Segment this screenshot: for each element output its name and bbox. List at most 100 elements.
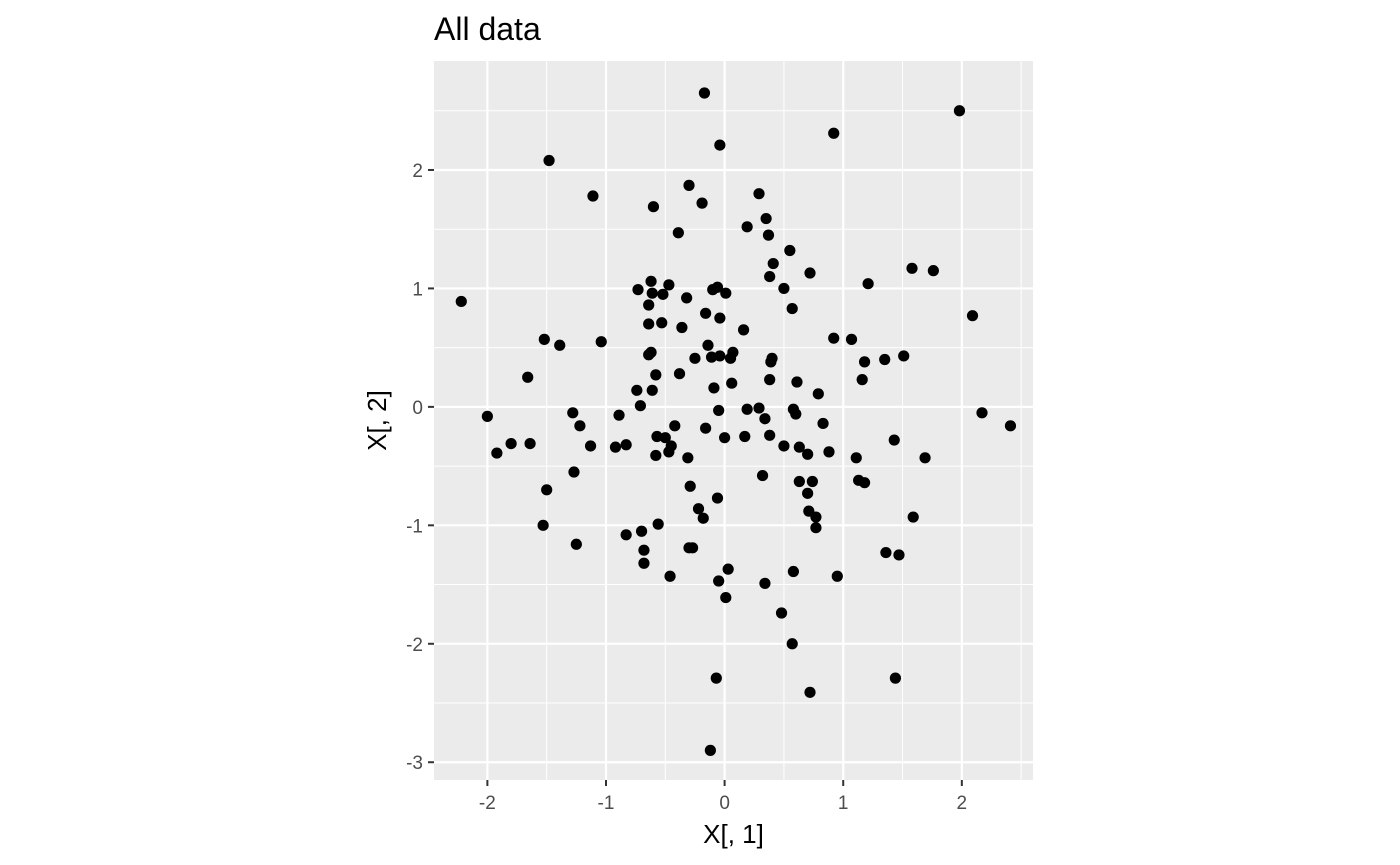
data-point	[543, 154, 555, 167]
data-point	[481, 410, 493, 422]
data-point	[574, 420, 586, 432]
data-point	[850, 452, 862, 464]
data-point	[697, 512, 709, 524]
data-point	[713, 575, 725, 587]
data-point	[907, 511, 919, 523]
data-point	[714, 139, 726, 151]
data-point	[976, 407, 988, 419]
data-point	[858, 356, 871, 368]
data-point	[650, 369, 662, 381]
data-point	[635, 525, 648, 537]
data-point	[554, 339, 566, 351]
data-point	[810, 511, 822, 523]
data-point	[613, 409, 625, 421]
chart-title: All data	[434, 11, 541, 47]
data-point	[595, 336, 607, 348]
data-point	[845, 333, 858, 345]
data-point	[682, 452, 694, 464]
data-point	[568, 466, 580, 478]
plot-panel	[434, 61, 1033, 780]
y-tick-label: 2	[412, 161, 423, 182]
data-point	[784, 244, 796, 257]
data-point	[765, 356, 777, 368]
data-point	[880, 546, 892, 559]
data-point	[767, 257, 779, 270]
x-tick-label: -2	[479, 793, 496, 814]
data-point	[739, 430, 751, 443]
data-point	[753, 402, 765, 414]
data-point	[764, 429, 776, 441]
data-point	[663, 279, 675, 291]
data-point	[711, 492, 724, 504]
data-point	[1004, 420, 1017, 432]
data-point	[722, 563, 734, 575]
y-tick-label: 0	[412, 398, 423, 419]
data-point	[790, 408, 802, 420]
data-point	[584, 440, 597, 452]
data-point	[647, 201, 660, 213]
data-point	[759, 413, 771, 425]
data-point	[927, 265, 939, 277]
data-point	[689, 352, 701, 364]
x-tick-label: -1	[598, 793, 615, 814]
data-point	[898, 350, 910, 362]
data-point	[570, 538, 582, 550]
data-point	[672, 227, 684, 239]
data-point	[620, 439, 632, 451]
data-point	[764, 374, 776, 386]
data-point	[659, 432, 671, 444]
data-point	[756, 469, 769, 482]
data-point	[704, 744, 716, 756]
data-point	[810, 522, 822, 534]
x-tick-label: 2	[957, 793, 968, 814]
data-point	[724, 352, 737, 364]
y-tick-label: 1	[412, 279, 423, 300]
data-point	[686, 542, 699, 554]
data-point	[710, 672, 722, 684]
y-tick-label: -3	[406, 753, 423, 774]
data-point	[720, 287, 732, 299]
data-point	[663, 446, 675, 458]
data-point	[806, 475, 818, 488]
data-point	[741, 403, 753, 415]
data-point	[764, 270, 776, 283]
x-tick-label: 0	[719, 793, 730, 814]
data-point	[609, 441, 622, 453]
data-point	[684, 480, 696, 492]
data-point	[760, 212, 772, 225]
data-point	[700, 307, 712, 319]
data-point	[537, 519, 549, 531]
data-point	[966, 310, 979, 322]
data-point	[879, 353, 891, 366]
data-point	[700, 422, 712, 434]
data-point	[719, 432, 731, 444]
data-point	[804, 686, 816, 698]
data-point	[643, 349, 655, 361]
data-point	[753, 188, 765, 200]
data-point	[817, 417, 829, 430]
data-point	[676, 321, 688, 334]
data-point	[673, 368, 686, 380]
data-point	[862, 278, 874, 290]
data-point	[567, 407, 579, 419]
data-point	[541, 484, 553, 496]
data-point	[587, 190, 599, 202]
data-point	[812, 388, 824, 400]
data-point	[720, 591, 732, 604]
x-axis: -2 -1 0 1 2	[479, 780, 967, 814]
data-point	[650, 449, 662, 462]
data-point	[620, 529, 632, 541]
data-point	[696, 197, 708, 209]
data-point	[643, 299, 655, 311]
data-point	[669, 420, 681, 432]
data-point	[632, 284, 644, 296]
data-point	[646, 287, 658, 299]
data-point	[802, 448, 814, 460]
data-points	[455, 87, 1017, 756]
data-point	[906, 262, 918, 274]
data-point	[714, 350, 726, 362]
data-point	[652, 518, 664, 530]
data-point	[714, 312, 726, 324]
data-point	[802, 487, 814, 499]
